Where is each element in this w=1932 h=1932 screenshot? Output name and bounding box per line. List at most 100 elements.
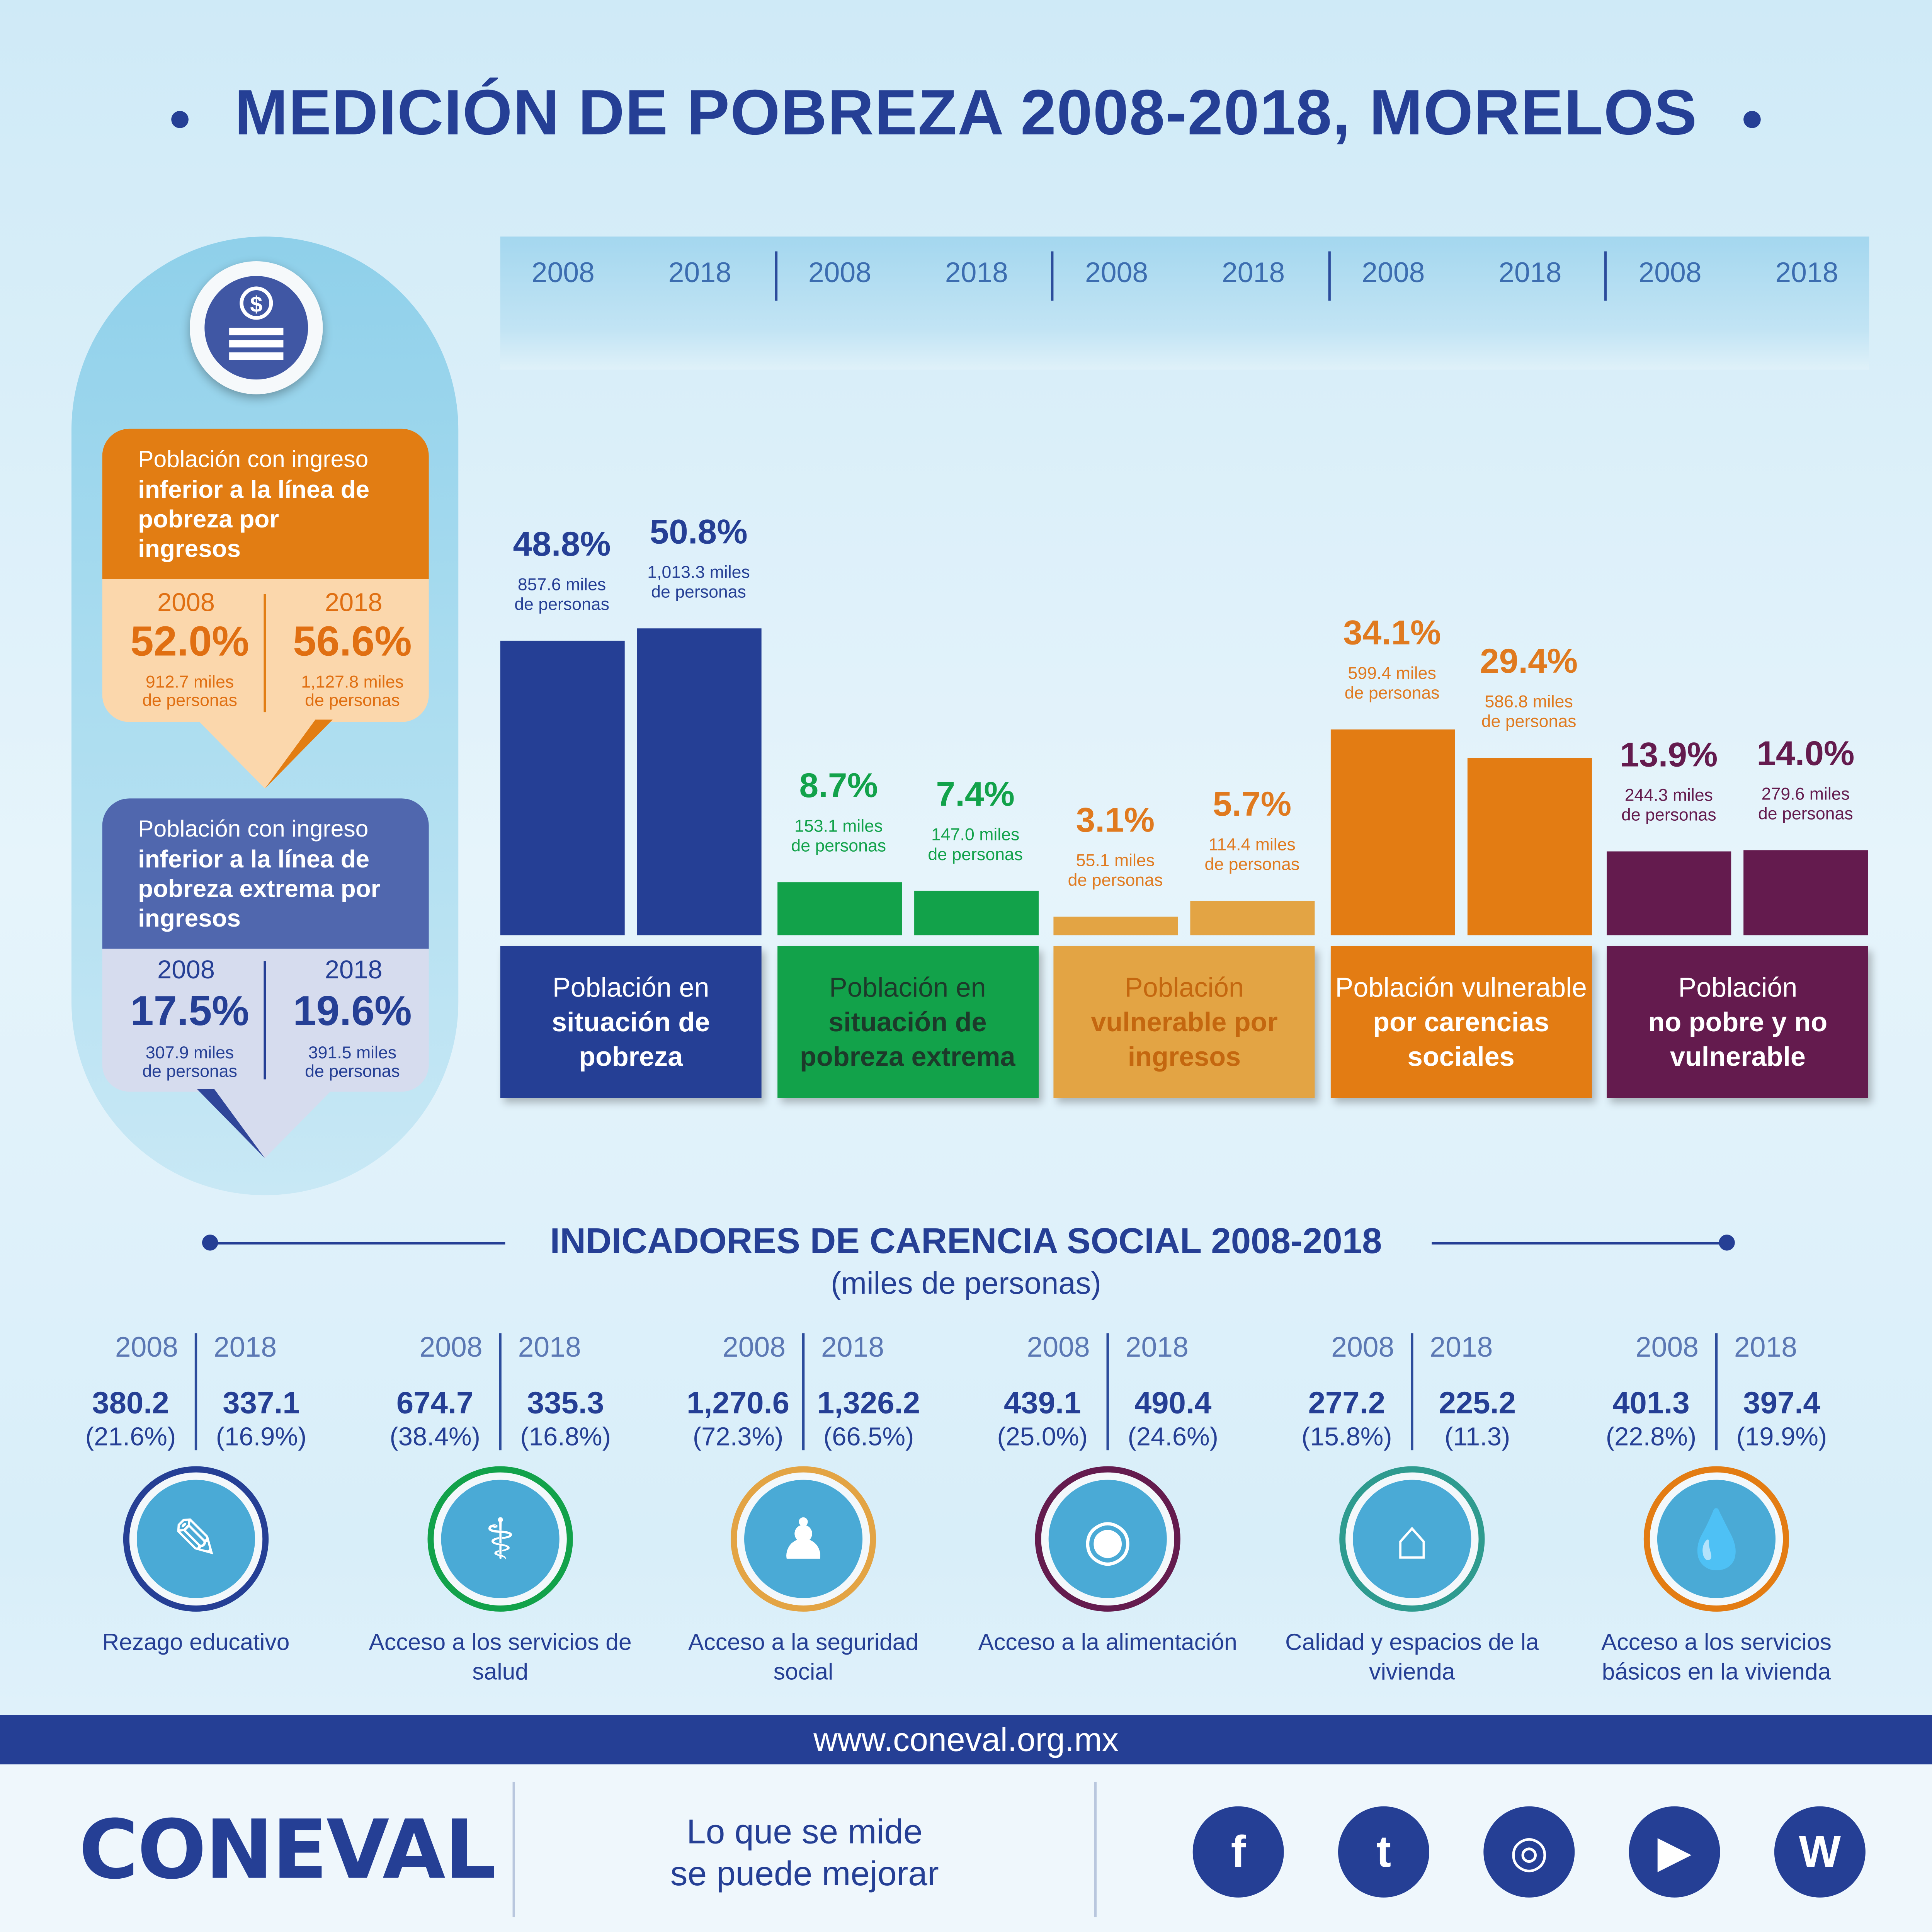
indicators-title: INDICADORES DE CARENCIA SOCIAL 2008-2018 [550,1222,1382,1262]
indicators-rule-right [1432,1242,1728,1245]
indicator-label: Acceso a la seguridad social [688,1630,919,1686]
indicator-divider [499,1333,502,1451]
facebook-icon[interactable]: f [1192,1806,1284,1898]
instagram-icon[interactable]: ◎ [1483,1806,1575,1898]
year-label-2008: 2008 [1362,256,1425,289]
bar-0-2008 [500,640,625,935]
year-label-2008: 2008 [1638,256,1702,289]
indicator-year-2018: 2018 [213,1330,277,1363]
bar-4-2018 [1744,850,1869,935]
title-bullet-left [171,111,189,128]
bar-abs-label: 279.6 miles de personas [1758,784,1853,824]
bar-pct-label: 8.7% [799,767,878,805]
category-label-2: Población vulnerable por ingresos [1054,946,1315,1098]
card-income-extreme-year-2008: 2008 [157,956,215,985]
svg-text:$: $ [250,292,262,317]
indicator-pct-2018: (24.6%) [1128,1423,1218,1452]
indicator-label: Calidad y espacios de la vivienda [1285,1630,1539,1686]
year-group-separator [1051,251,1054,301]
wordpress-icon[interactable]: W [1774,1806,1866,1898]
bar-abs-label: 55.1 miles de personas [1068,850,1163,889]
indicator-divider [1106,1333,1109,1451]
card-income-line-year-2008: 2008 [157,589,215,617]
card-income-extreme-divider [264,961,266,1080]
family-hands-icon: ♟ [744,1480,863,1598]
bar-pct-label: 34.1% [1343,613,1441,652]
indicator-pct-2018: (16.9%) [216,1423,307,1452]
indicator-divider [802,1333,805,1451]
indicator-pct-2008: (25.0%) [997,1423,1088,1452]
house-hands-icon: ⌂ [1353,1480,1471,1598]
indicator-pct-2018: (16.8%) [520,1423,611,1452]
card-income-extreme-pct-2018: 19.6% [293,988,412,1035]
bar-pct-label: 3.1% [1076,801,1155,839]
bar-pct-label: 7.4% [936,774,1015,813]
page-title: MEDICIÓN DE POBREZA 2008-2018, MORELOS [234,77,1698,149]
bar-pct-label: 29.4% [1480,642,1578,680]
slogan: Lo que se mide se puede mejorar [670,1812,939,1893]
year-label-2018: 2018 [1498,256,1562,289]
indicator-value-2008: 380.2 [92,1386,169,1421]
indicator-pct-2018: (11.3) [1444,1423,1510,1452]
card-income-line-pointer [197,719,333,789]
year-group-separator [1328,251,1331,301]
indicator-value-2008: 401.3 [1612,1386,1690,1421]
footer [0,1764,1932,1932]
year-label-2008: 2008 [808,256,872,289]
bar-2-2018 [1190,901,1315,935]
money-icon: $ [204,276,308,380]
indicators-subtitle: (miles de personas) [830,1267,1102,1301]
indicator-year-2018: 2018 [518,1330,581,1363]
card-income-line-abs-2008: 912.7 miles de personas [142,671,237,710]
indicator-value-2008: 674.7 [396,1386,474,1421]
indicator-year-2018: 2018 [821,1330,884,1363]
card-income-extreme-abs-2018: 391.5 miles de personas [305,1042,400,1081]
indicator-pct-2018: (66.5%) [823,1423,914,1452]
category-label-4: Población no pobre y no vulnerable [1607,946,1869,1098]
year-group-separator [774,251,777,301]
card-income-line-abs-2018: 1,127.8 miles de personas [301,671,404,710]
indicator-value-2018: 490.4 [1134,1386,1212,1421]
indicator-year-2008: 2008 [115,1330,179,1363]
year-label-2018: 2018 [1775,256,1838,289]
indicator-pct-2008: (38.4%) [389,1423,480,1452]
indicators-rule-dot-left [202,1235,218,1251]
bar-3-2018 [1467,757,1592,935]
twitter-icon[interactable]: t [1338,1806,1429,1898]
indicator-pct-2008: (72.3%) [692,1423,784,1452]
year-label-2008: 2008 [1085,256,1148,289]
card-income-extreme-pointer [197,1089,333,1158]
indicator-value-2018: 225.2 [1439,1386,1516,1421]
indicator-year-2008: 2008 [1331,1330,1395,1363]
bar-pct-label: 5.7% [1213,785,1292,823]
indicator-value-2018: 337.1 [223,1386,300,1421]
year-label-2018: 2018 [1221,256,1285,289]
bar-1-2018 [913,890,1038,935]
indicator-pct-2008: (15.8%) [1301,1423,1392,1452]
indicator-divider [1715,1333,1718,1451]
bar-abs-label: 1,013.3 miles de personas [647,562,750,602]
bar-abs-label: 114.4 miles de personas [1204,834,1300,874]
bar-abs-label: 153.1 miles de personas [791,816,886,856]
year-label-2018: 2018 [945,256,1008,289]
bar-abs-label: 147.0 miles de personas [928,824,1023,864]
plate-icon: ◉ [1048,1480,1167,1598]
footer-divider-2 [1094,1781,1097,1917]
bar-abs-label: 586.8 miles de personas [1481,691,1577,731]
card-income-line-title-light: Población con ingreso [138,447,369,473]
bar-4-2008 [1607,851,1732,935]
indicators-rule-left [209,1242,505,1245]
card-income-extreme-year-2018: 2018 [325,956,383,985]
indicator-divider [1411,1333,1413,1451]
year-label-2018: 2018 [668,256,731,289]
bar-pct-label: 14.0% [1757,735,1855,773]
indicator-pct-2008: (22.8%) [1605,1423,1697,1452]
bar-abs-label: 857.6 miles de personas [514,574,609,614]
pencil-icon: ✎ [136,1480,255,1598]
bar-3-2008 [1330,729,1455,935]
youtube-icon[interactable]: ▶ [1629,1806,1720,1898]
bar-0-2018 [637,628,762,935]
website-url[interactable]: www.coneval.org.mx [0,1715,1932,1765]
category-label-1: Población en situación de pobreza extrema [777,946,1038,1098]
